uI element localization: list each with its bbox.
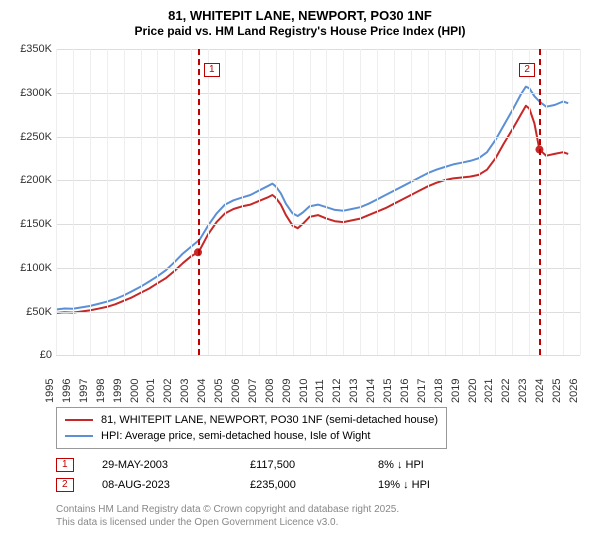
x-tick-label: 2003	[179, 379, 191, 403]
x-tick-label: 2006	[230, 379, 242, 403]
series-hpi	[56, 87, 568, 310]
y-tick-label: £50K	[26, 306, 52, 318]
y-tick-label: £100K	[20, 262, 52, 274]
x-tick-label: 2000	[129, 379, 141, 403]
transaction-row: 1 29-MAY-2003 £117,500 8% ↓ HPI	[56, 455, 580, 475]
x-tick-label: 1999	[112, 379, 124, 403]
ref-badge: 2	[519, 63, 535, 77]
y-tick-label: £300K	[20, 87, 52, 99]
legend-item: 81, WHITEPIT LANE, NEWPORT, PO30 1NF (se…	[65, 412, 438, 428]
x-tick-label: 2023	[517, 379, 529, 403]
x-tick-label: 2019	[450, 379, 462, 403]
transactions-table: 1 29-MAY-2003 £117,500 8% ↓ HPI 2 08-AUG-2023…	[56, 455, 580, 495]
x-tick-label: 1997	[78, 379, 90, 403]
x-tick-label: 2008	[264, 379, 276, 403]
x-tick-label: 2020	[467, 379, 479, 403]
x-tick-label: 2017	[416, 379, 428, 403]
x-tick-label: 2024	[534, 379, 546, 403]
plot-area: 12	[56, 49, 580, 355]
x-tick-label: 2022	[500, 379, 512, 403]
y-tick-label: £0	[40, 349, 52, 361]
y-axis: £0£50K£100K£150K£200K£250K£300K£350K	[10, 49, 56, 355]
transaction-price: £117,500	[250, 459, 360, 471]
y-tick-label: £250K	[20, 131, 52, 143]
attribution: Contains HM Land Registry data © Crown c…	[56, 503, 580, 529]
legend-label: 81, WHITEPIT LANE, NEWPORT, PO30 1NF (se…	[101, 414, 438, 426]
x-tick-label: 2009	[281, 379, 293, 403]
x-tick-label: 2025	[551, 379, 563, 403]
title-line-2: Price paid vs. HM Land Registry's House …	[10, 24, 590, 39]
x-tick-label: 2012	[331, 379, 343, 403]
y-tick-label: £150K	[20, 218, 52, 230]
legend: 81, WHITEPIT LANE, NEWPORT, PO30 1NF (se…	[56, 407, 447, 449]
transaction-badge: 1	[56, 458, 74, 472]
x-tick-label: 2011	[314, 380, 326, 404]
legend-item: HPI: Average price, semi-detached house,…	[65, 428, 438, 444]
x-tick-label: 2001	[145, 379, 157, 403]
x-tick-label: 2005	[213, 379, 225, 403]
transaction-diff: 8% ↓ HPI	[378, 459, 498, 471]
ref-badge: 1	[204, 63, 220, 77]
y-tick-label: £200K	[20, 174, 52, 186]
transaction-diff: 19% ↓ HPI	[378, 479, 498, 491]
transaction-badge: 2	[56, 478, 74, 492]
x-tick-label: 2016	[399, 379, 411, 403]
legend-swatch	[65, 419, 93, 421]
x-tick-label: 2007	[247, 379, 259, 403]
x-tick-label: 1998	[95, 379, 107, 403]
x-tick-label: 2026	[568, 379, 580, 403]
attribution-line-2: This data is licensed under the Open Gov…	[56, 516, 580, 529]
transaction-date: 08-AUG-2023	[102, 479, 232, 491]
legend-swatch	[65, 435, 93, 437]
y-tick-label: £350K	[20, 43, 52, 55]
attribution-line-1: Contains HM Land Registry data © Crown c…	[56, 503, 580, 516]
x-tick-label: 2014	[365, 379, 377, 403]
x-tick-label: 2021	[483, 379, 495, 403]
x-tick-label: 2013	[348, 379, 360, 403]
x-tick-label: 1996	[61, 379, 73, 403]
x-tick-label: 2010	[298, 379, 310, 403]
x-tick-label: 2004	[196, 379, 208, 403]
plot-svg	[56, 49, 580, 355]
transaction-row: 2 08-AUG-2023 £235,000 19% ↓ HPI	[56, 475, 580, 495]
x-tick-label: 1995	[44, 379, 56, 403]
transaction-date: 29-MAY-2003	[102, 459, 232, 471]
chart-area: £0£50K£100K£150K£200K£250K£300K£350K 12 …	[10, 43, 590, 403]
transaction-price: £235,000	[250, 479, 360, 491]
chart-title: 81, WHITEPIT LANE, NEWPORT, PO30 1NF Pri…	[10, 8, 590, 39]
x-tick-label: 2015	[382, 379, 394, 403]
chart-container: 81, WHITEPIT LANE, NEWPORT, PO30 1NF Pri…	[0, 0, 600, 560]
title-line-1: 81, WHITEPIT LANE, NEWPORT, PO30 1NF	[10, 8, 590, 24]
legend-label: HPI: Average price, semi-detached house,…	[101, 430, 370, 442]
x-tick-label: 2018	[433, 379, 445, 403]
x-tick-label: 2002	[162, 379, 174, 403]
x-axis: 1995199619971998199920002001200220032004…	[56, 355, 580, 403]
